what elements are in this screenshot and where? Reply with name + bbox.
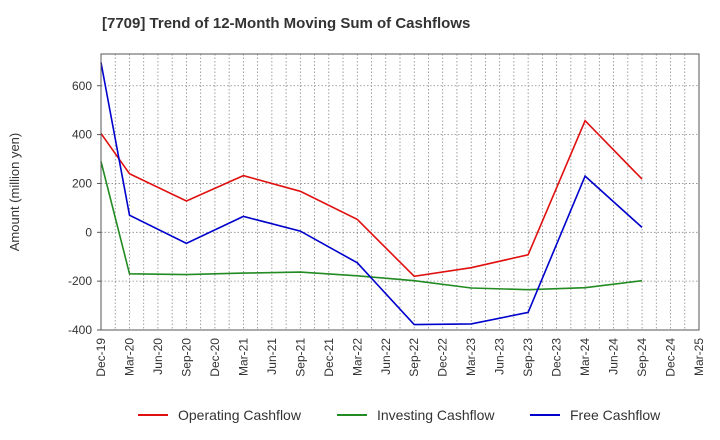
x-tick-label: Mar-20 <box>122 338 136 376</box>
x-tick-label: Dec-22 <box>436 338 450 377</box>
y-tick-label: 600 <box>72 79 92 93</box>
legend-label: Investing Cashflow <box>377 407 495 423</box>
y-tick-labels: -400 -200 0 200 400 600 <box>68 79 101 337</box>
series-line-investing-cashflow <box>100 161 643 291</box>
x-tick-label: Dec-21 <box>322 338 336 377</box>
x-tick-label: Mar-22 <box>350 338 364 376</box>
series-lines <box>100 62 643 326</box>
x-tick-label: Sep-24 <box>635 338 649 377</box>
y-tick-label: -200 <box>68 274 92 288</box>
x-tick-label: Jun-20 <box>151 338 165 375</box>
grid-lines <box>100 54 700 331</box>
x-tick-label: Mar-23 <box>464 338 478 376</box>
x-tick-label: Jun-24 <box>607 338 621 375</box>
x-tick-label: Sep-21 <box>293 338 307 377</box>
x-tick-label: Sep-23 <box>521 338 535 377</box>
x-tick-label: Sep-20 <box>179 338 193 377</box>
x-tick-label: Dec-20 <box>208 338 222 377</box>
legend: Operating Cashflow Investing Cashflow Free… <box>138 407 661 423</box>
series-line-operating-cashflow <box>100 119 643 278</box>
x-tick-label: Jun-23 <box>493 338 507 375</box>
x-tick-label: Dec-19 <box>94 338 108 377</box>
plot-frame <box>100 53 700 331</box>
y-tick-label: 0 <box>85 225 92 239</box>
y-tick-label: 400 <box>72 128 92 142</box>
chart-title: [7709] Trend of 12-Month Moving Sum of C… <box>102 15 471 32</box>
legend-label: Operating Cashflow <box>178 407 302 423</box>
y-tick-label: -400 <box>68 323 92 337</box>
x-tick-label: Dec-24 <box>664 338 678 377</box>
x-tick-label: Jun-22 <box>379 338 393 375</box>
legend-label: Free Cashflow <box>570 407 661 423</box>
x-tick-label: Mar-24 <box>578 338 592 376</box>
y-tick-label: 200 <box>72 176 92 190</box>
x-tick-labels: Dec-19 Mar-20 Jun-20 Sep-20 Dec-20 Mar-21 Jun-… <box>94 338 706 377</box>
series-line-free-cashflow <box>100 62 643 326</box>
x-tick-label: Mar-25 <box>692 338 706 376</box>
y-axis-label: Amount (million yen) <box>7 133 22 252</box>
x-tick-label: Mar-21 <box>236 338 250 376</box>
x-tick-label: Jun-21 <box>265 338 279 375</box>
x-tick-label: Dec-23 <box>550 338 564 377</box>
x-tick-label: Sep-22 <box>407 338 421 377</box>
